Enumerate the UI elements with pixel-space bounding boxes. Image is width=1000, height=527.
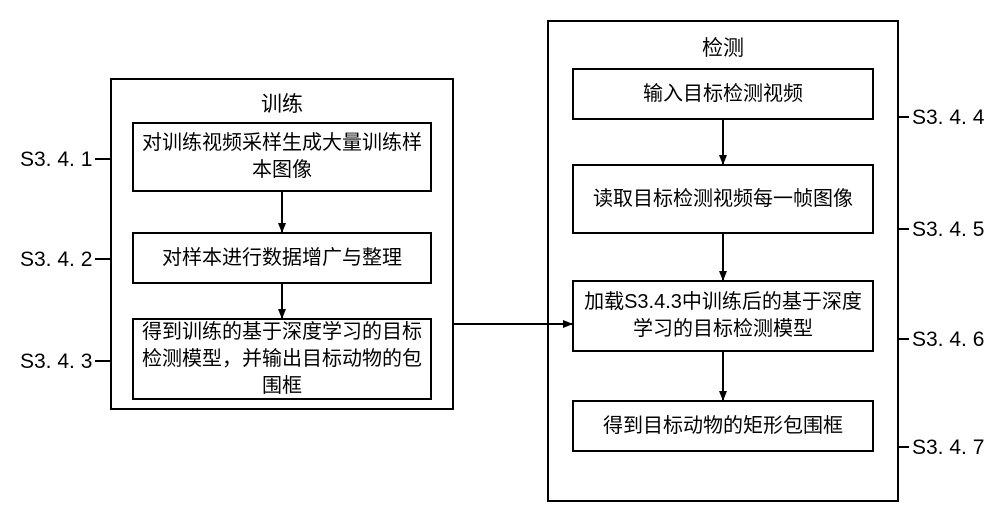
label-s344: S3. 4. 4 — [912, 106, 984, 130]
node-s346: 加载S3.4.3中训练后的基于深度学习的目标检测模型 — [572, 280, 874, 352]
group-training-title: 训练 — [110, 88, 454, 118]
node-s347: 得到目标动物的矩形包围框 — [572, 400, 874, 452]
node-s344: 输入目标检测视频 — [572, 68, 874, 120]
label-s347: S3. 4. 7 — [912, 436, 984, 460]
diagram-canvas: 训练 检测 对训练视频采样生成大量训练样本图像 对样本进行数据增广与整理 得到训… — [0, 0, 1000, 527]
node-s343: 得到训练的基于深度学习的目标检测模型，并输出目标动物的包围框 — [132, 318, 432, 400]
node-s341-text: 对训练视频采样生成大量训练样本图像 — [142, 130, 422, 184]
node-s346-text: 加载S3.4.3中训练后的基于深度学习的目标检测模型 — [582, 289, 864, 343]
node-s345: 读取目标检测视频每一帧图像 — [572, 164, 874, 234]
label-s346: S3. 4. 6 — [912, 328, 984, 352]
node-s347-text: 得到目标动物的矩形包围框 — [603, 413, 843, 440]
node-s341: 对训练视频采样生成大量训练样本图像 — [132, 122, 432, 192]
label-s345: S3. 4. 5 — [912, 218, 984, 242]
label-s343: S3. 4. 3 — [20, 350, 92, 374]
node-s345-text: 读取目标检测视频每一帧图像 — [593, 186, 853, 213]
node-s342: 对样本进行数据增广与整理 — [132, 232, 432, 284]
node-s344-text: 输入目标检测视频 — [643, 81, 803, 108]
label-s342: S3. 4. 2 — [20, 248, 92, 272]
node-s342-text: 对样本进行数据增广与整理 — [162, 245, 402, 272]
label-s341: S3. 4. 1 — [20, 148, 92, 172]
group-detection-title: 检测 — [547, 32, 899, 62]
node-s343-text: 得到训练的基于深度学习的目标检测模型，并输出目标动物的包围框 — [142, 319, 422, 400]
